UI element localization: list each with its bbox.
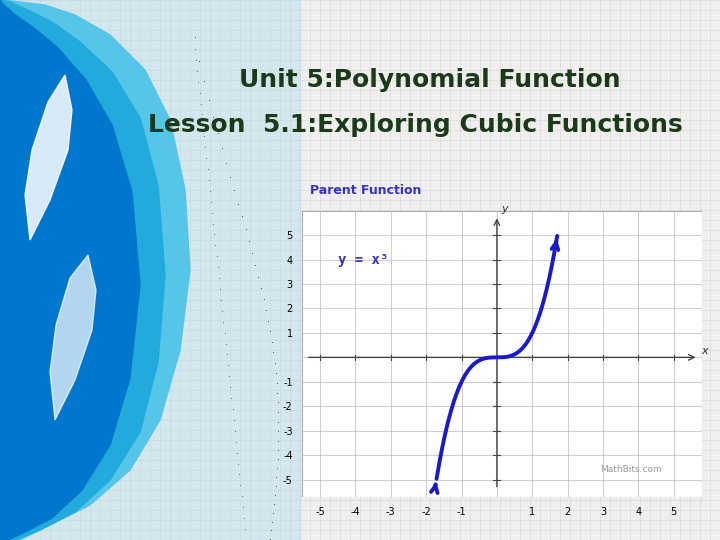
Text: Lesson  5.1:Exploring Cubic Functions: Lesson 5.1:Exploring Cubic Functions	[148, 113, 683, 137]
Text: MathBits.com: MathBits.com	[600, 465, 662, 475]
Polygon shape	[0, 0, 140, 540]
Text: y: y	[501, 204, 508, 214]
Polygon shape	[50, 255, 96, 420]
Polygon shape	[0, 0, 165, 540]
Text: x: x	[701, 346, 708, 356]
Polygon shape	[0, 0, 190, 540]
Polygon shape	[0, 0, 300, 540]
Text: Unit 5:Polynomial Function: Unit 5:Polynomial Function	[239, 68, 621, 92]
Text: Parent Function: Parent Function	[310, 184, 421, 197]
Polygon shape	[25, 75, 72, 240]
Text: y = x³: y = x³	[338, 253, 388, 267]
